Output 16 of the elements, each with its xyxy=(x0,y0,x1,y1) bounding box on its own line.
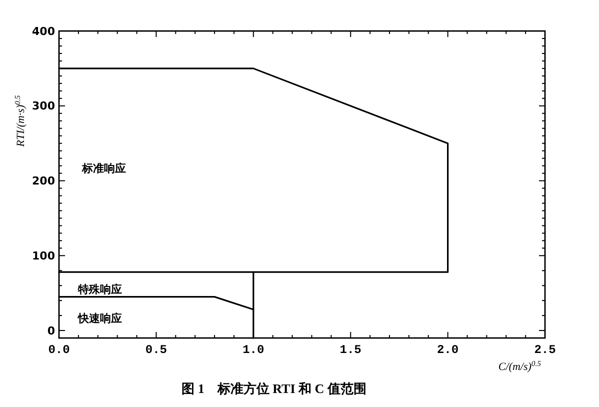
x-axis-title: C/(m/s)$^{0.5}$ xyxy=(498,358,542,373)
x-tick-label: 0.5 xyxy=(145,343,168,357)
annotation: 标准响应 xyxy=(81,162,126,175)
x-tick-label: 2.0 xyxy=(436,343,459,357)
y-tick-label: 300 xyxy=(32,100,56,113)
y-tick-label: 0 xyxy=(47,324,56,338)
text: 图 1 标准方位 RTI 和 C 值范围 xyxy=(182,381,366,396)
x-tick-label: 1.0 xyxy=(242,343,264,357)
y-tick-label: 400 xyxy=(32,24,56,38)
y-tick-label: 200 xyxy=(32,174,56,188)
x-tick-label: 0.0 xyxy=(48,343,70,357)
x-tick-label: 1.5 xyxy=(340,343,362,357)
annotation: 快速响应 xyxy=(77,312,122,325)
x-tick-label: 2.5 xyxy=(534,343,556,357)
annotation: 特殊响应 xyxy=(77,282,122,296)
y-tick-label: 100 xyxy=(32,249,56,262)
